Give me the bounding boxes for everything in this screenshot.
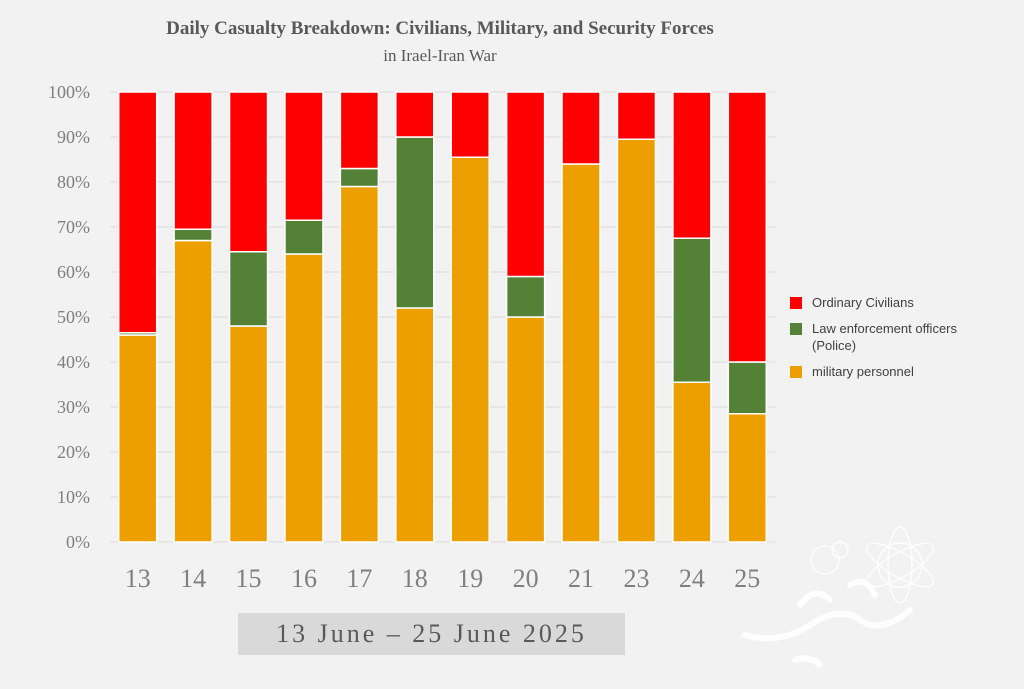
chart-title: Daily Casualty Breakdown: Civilians, Mil… (166, 18, 714, 39)
bar-segment (727, 91, 768, 363)
bar-segment (339, 167, 380, 188)
bar-segment (616, 91, 657, 140)
bar-segment (505, 275, 546, 318)
bar-segment (505, 91, 546, 278)
bar-segment (505, 316, 546, 543)
x-tick-label: 23 (623, 564, 649, 593)
bar-segment (339, 185, 380, 543)
bar-segment (561, 91, 601, 165)
watermark-logo-icon (742, 526, 935, 668)
x-tick-label: 13 (125, 564, 151, 593)
y-tick-label: 100% (48, 82, 90, 102)
bar-segment (339, 91, 380, 170)
legend-item-civilians: Ordinary Civilians (790, 294, 1000, 311)
x-tick-label: 15 (236, 564, 262, 593)
legend-swatch-civilians (790, 297, 802, 309)
bar-segment (395, 91, 435, 138)
bar-segment (228, 91, 269, 253)
legend-label-military: military personnel (812, 364, 914, 379)
x-tick-label: 24 (679, 564, 705, 593)
bar-segment (450, 91, 490, 158)
date-range-label: 13 June – 25 June 2025 (238, 613, 625, 655)
x-tick-label: 16 (291, 564, 317, 593)
legend: Ordinary Civilians Law enforcement offic… (790, 294, 1000, 389)
bar-segment (672, 91, 712, 239)
bar-segment (561, 163, 601, 543)
legend-label-police: Law enforcement officers (Police) (812, 321, 957, 353)
y-tick-label: 80% (57, 172, 90, 192)
y-tick-label: 10% (57, 487, 90, 507)
y-tick-label: 0% (66, 532, 90, 552)
bar-segment (173, 91, 213, 230)
y-tick-label: 40% (57, 352, 90, 372)
y-tick-label: 50% (57, 307, 90, 327)
bar-segment (228, 325, 269, 543)
x-tick-label: 18 (402, 564, 428, 593)
chart-subtitle: in Irael-Iran War (383, 46, 497, 65)
x-tick-label: 14 (180, 564, 206, 593)
bar-segment (284, 219, 324, 255)
bar-segment (284, 91, 324, 221)
bar-segment (727, 361, 768, 415)
bar-segment (228, 251, 269, 327)
bar-segment (395, 136, 435, 309)
legend-label-civilians: Ordinary Civilians (812, 295, 914, 310)
legend-item-police: Law enforcement officers (Police) (790, 320, 1000, 354)
bar-segment (117, 334, 158, 543)
x-tick-label: 17 (346, 564, 372, 593)
bar-segment (672, 237, 712, 383)
bar-segment (284, 253, 324, 543)
x-tick-label: 25 (734, 564, 760, 593)
x-tick-label: 20 (513, 564, 539, 593)
legend-swatch-military (790, 366, 802, 378)
bar-segment (450, 156, 490, 543)
y-tick-label: 90% (57, 127, 90, 147)
y-tick-label: 70% (57, 217, 90, 237)
legend-swatch-police (790, 323, 802, 335)
bar-segment (727, 413, 768, 543)
bar-segment (117, 91, 158, 334)
y-tick-label: 60% (57, 262, 90, 282)
bar-segment (173, 239, 213, 543)
bar-segment (173, 228, 213, 242)
bar-segment (616, 138, 657, 543)
legend-item-military: military personnel (790, 363, 1000, 380)
bar-segment (395, 307, 435, 543)
y-tick-label: 20% (57, 442, 90, 462)
bar-segment (672, 381, 712, 543)
x-tick-label: 21 (568, 564, 594, 593)
y-tick-label: 30% (57, 397, 90, 417)
x-tick-label: 19 (457, 564, 483, 593)
